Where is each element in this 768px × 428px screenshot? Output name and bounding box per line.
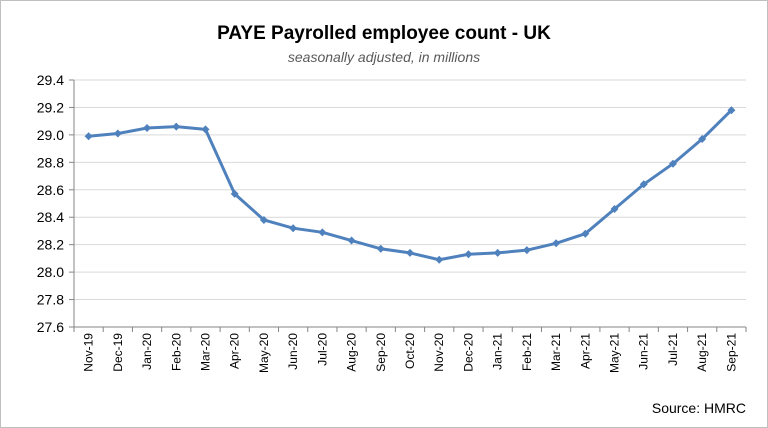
y-tick-label: 29.4 [37,72,64,88]
x-tick-label: Nov-19 [82,333,96,372]
x-axis-ticks: Nov-19 Dec-19 Jan-20 Feb-20 Mar-20 Apr-20 May-… [82,333,739,373]
data-series [84,106,736,264]
chart-subtitle: seasonally adjusted, in millions [288,49,480,65]
x-tick-label: Feb-21 [520,333,534,371]
x-tick-label: Nov-20 [432,333,446,372]
data-point-marker [668,159,677,168]
gridlines [74,79,746,301]
x-tick-label: Jan-20 [140,333,154,370]
x-tick-label: Jul-21 [666,333,680,366]
y-tick-label: 29.2 [37,99,64,115]
axes [69,79,747,332]
data-point-marker [318,228,327,237]
x-tick-label: Apr-20 [228,333,242,369]
x-tick-label: Mar-20 [198,333,212,371]
x-tick-label: May-21 [608,333,622,373]
x-tick-label: Apr-21 [578,333,592,369]
chart-title: PAYE Payrolled employee count - UK [217,23,551,44]
x-tick-label: Jun-21 [637,333,651,370]
x-tick-label: Sep-21 [724,333,738,372]
x-tick-label: Feb-20 [169,333,183,371]
data-point-marker [639,180,648,189]
y-tick-label: 28.2 [37,237,64,253]
x-tick-label: Oct-20 [403,333,417,369]
y-tick-label: 28.6 [37,182,64,198]
x-tick-label: Aug-21 [695,333,709,372]
x-tick-label: Dec-19 [111,333,125,372]
y-tick-label: 28.4 [37,209,64,225]
data-point-marker [552,239,561,248]
data-point-marker [522,246,531,255]
data-point-marker [230,189,239,198]
y-tick-label: 27.8 [37,292,64,308]
data-point-marker [727,106,736,115]
data-point-marker [113,129,122,138]
x-tick-label: Mar-21 [549,333,563,371]
data-point-marker [289,224,298,233]
data-point-marker [143,124,152,133]
y-axis-ticks: 27.6 27.8 28.0 28.2 28.4 28.6 28.8 29.0 29.2 29.4 [37,72,64,335]
data-point-marker [376,244,385,253]
series-line [88,109,733,262]
source-note: Source: HMRC [652,400,746,416]
data-point-marker [201,125,210,134]
x-tick-label: Dec-20 [461,333,475,372]
y-tick-label: 28.0 [37,264,64,280]
data-point-marker [493,248,502,257]
y-tick-label: 28.8 [37,154,64,170]
y-tick-label: 29.0 [37,127,64,143]
x-tick-label: Aug-20 [345,333,359,372]
data-point-marker [347,236,356,245]
x-tick-label: Jan-21 [491,333,505,370]
x-tick-label: Jun-20 [286,333,300,370]
x-tick-label: May-20 [257,333,271,373]
data-point-marker [172,122,181,131]
data-point-marker [259,215,268,224]
y-tick-label: 27.6 [37,319,64,335]
x-tick-label: Jul-20 [315,333,329,366]
data-point-marker [406,248,414,257]
data-point-marker [464,250,473,259]
data-point-marker [581,229,590,238]
data-point-marker [610,204,619,213]
data-point-marker [435,255,444,264]
x-tick-label: Sep-20 [374,333,388,372]
data-point-marker [698,135,707,144]
data-point-marker [84,132,93,141]
